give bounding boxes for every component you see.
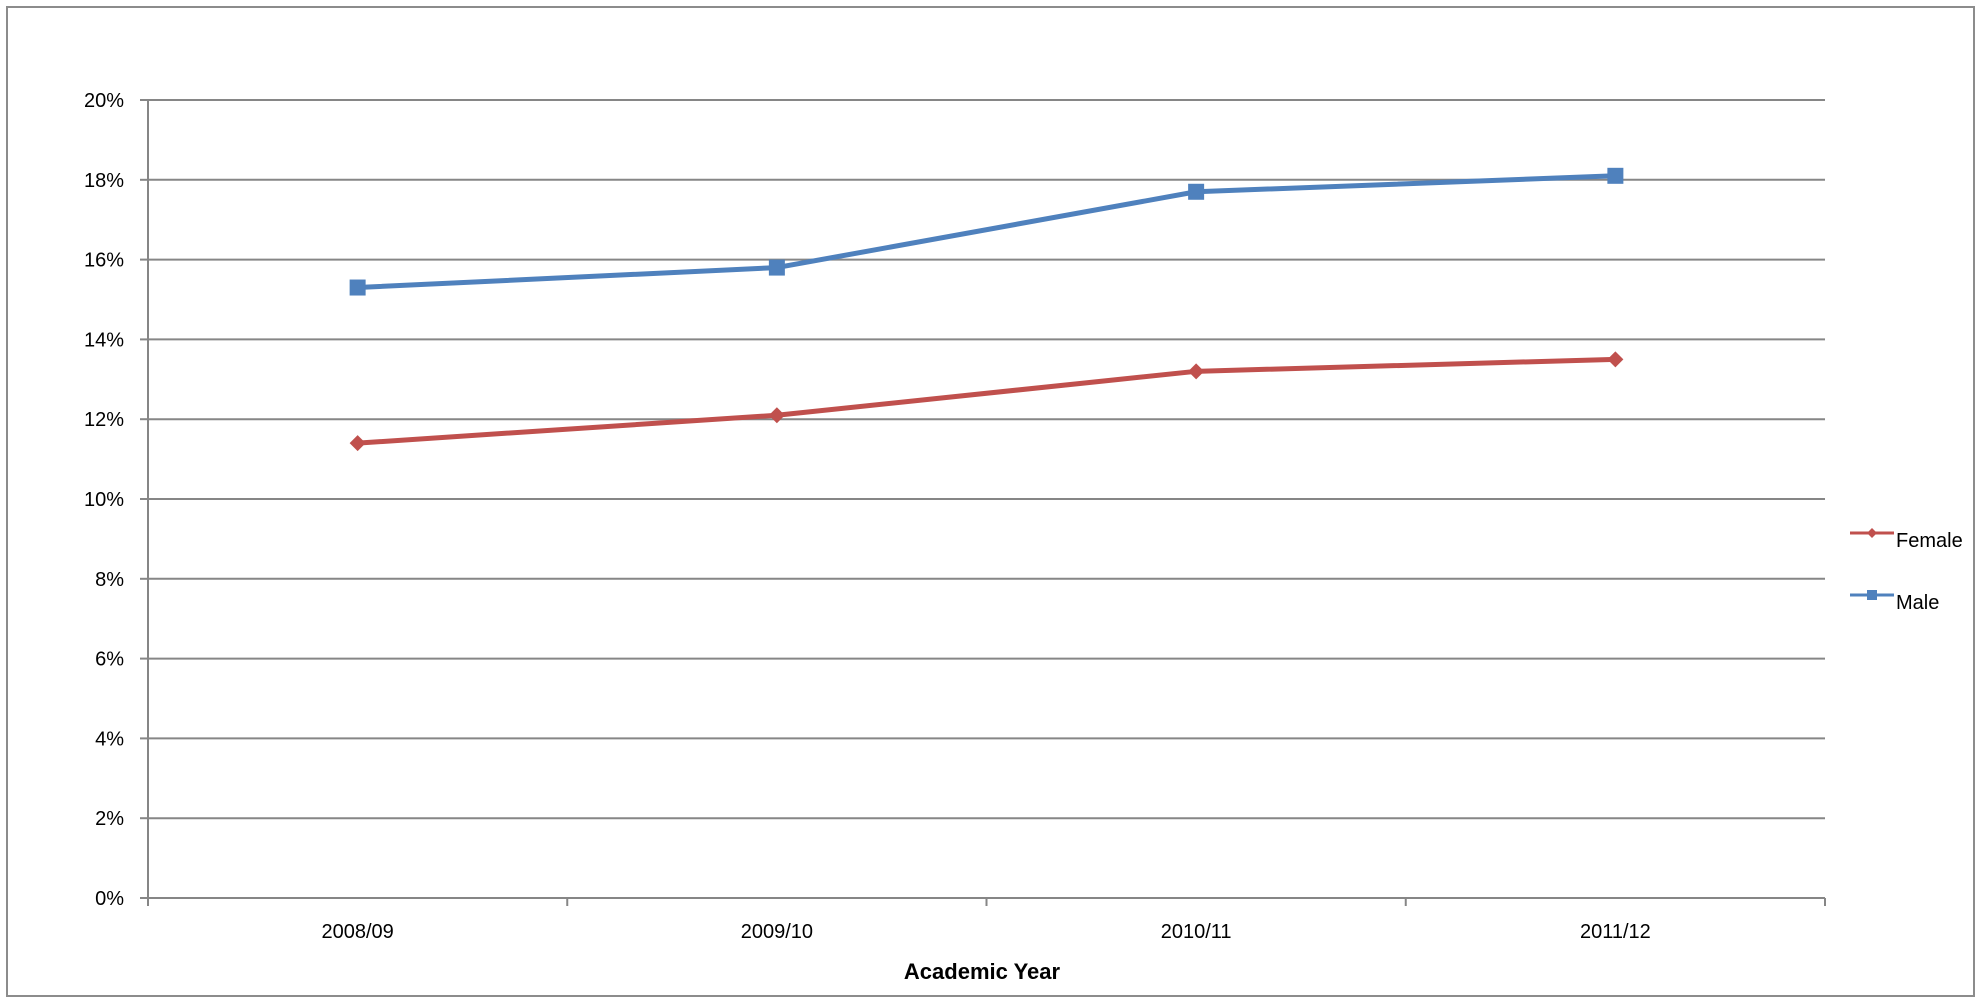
male-data-point — [1188, 183, 1205, 200]
x-axis-tick-labels: 2008/09 2009/10 2010/11 2011/12 — [321, 921, 1650, 943]
female-data-point — [768, 407, 785, 424]
series-markers — [349, 167, 1624, 452]
y-tick-label: 18% — [84, 170, 124, 192]
female-data-point — [1607, 351, 1624, 368]
x-tick-label: 2010/11 — [1161, 921, 1232, 943]
y-tick-label: 16% — [84, 250, 124, 272]
y-tick-label: 10% — [84, 489, 124, 511]
chart-frame — [6, 6, 1975, 997]
gridlines — [140, 99, 1826, 906]
y-axis-tick-labels: 0% 2% 4% 6% 8% 10% 12% 14% 16% 18% 20% — [84, 90, 124, 910]
x-tick-label: 2011/12 — [1580, 921, 1651, 943]
male-data-point — [1607, 167, 1624, 184]
legend-female-swatch-marker — [1867, 528, 1877, 538]
legend-male-label: Male — [1896, 592, 1939, 614]
x-tick-label: 2008/09 — [321, 921, 393, 943]
legend-male-swatch-marker — [1867, 590, 1877, 600]
x-tick-label: 2009/10 — [741, 921, 813, 943]
female-series-line — [355, 356, 1618, 446]
female-data-point — [1188, 363, 1205, 380]
y-tick-label: 6% — [95, 649, 124, 671]
male-data-point — [349, 279, 366, 296]
y-tick-label: 14% — [84, 329, 124, 351]
female-data-point — [349, 435, 366, 452]
y-tick-label: 2% — [95, 808, 124, 830]
legend-female-label: Female — [1896, 530, 1963, 552]
male-series-line — [355, 173, 1618, 291]
series-lines — [355, 173, 1618, 446]
male-data-point — [768, 259, 785, 276]
y-tick-label: 12% — [84, 409, 124, 431]
x-axis-title: Academic Year — [904, 959, 1061, 984]
y-tick-label: 8% — [95, 569, 124, 591]
legend: Female Male — [1850, 528, 1963, 614]
y-tick-label: 0% — [95, 888, 124, 910]
y-tick-label: 20% — [84, 90, 124, 112]
y-tick-label: 4% — [95, 728, 124, 750]
